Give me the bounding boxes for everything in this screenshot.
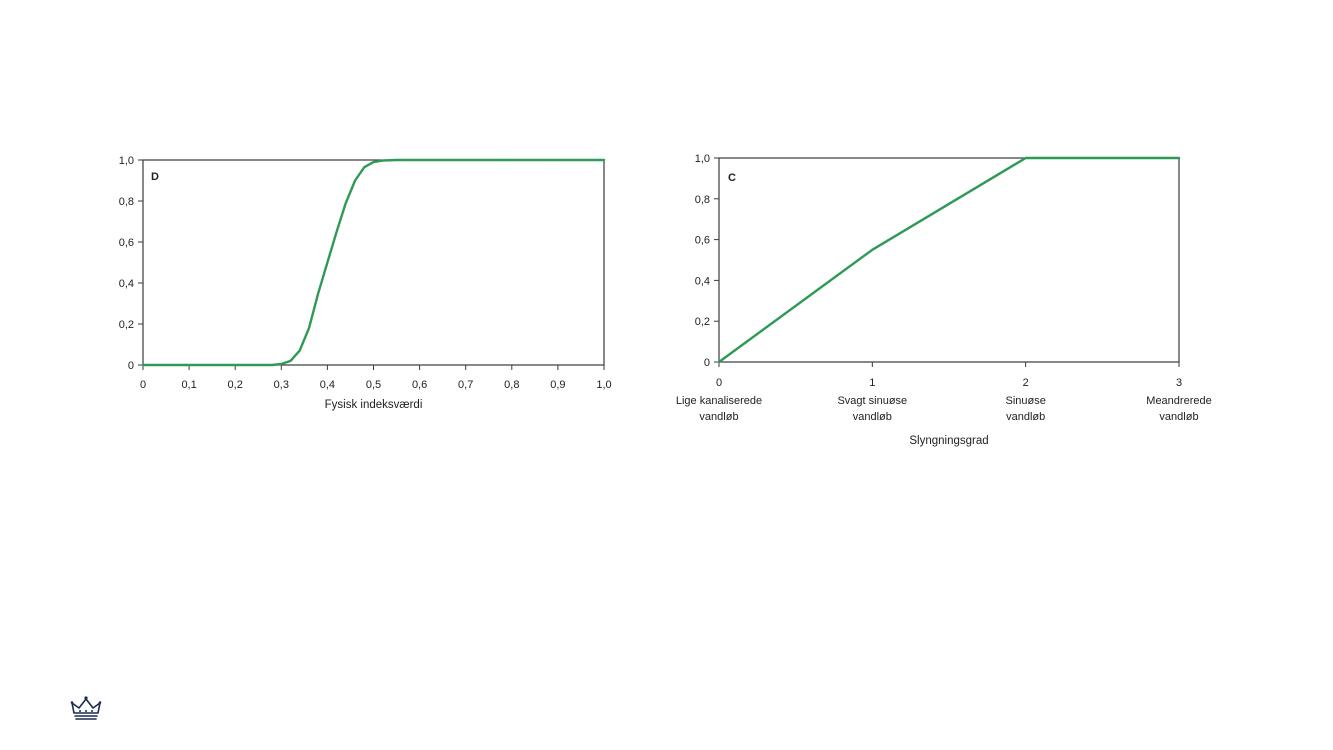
x-tick-label: 0,5 [366, 379, 381, 391]
data-point [557, 159, 559, 161]
data-point [280, 363, 283, 365]
data-point [1024, 157, 1027, 159]
data-point [1178, 157, 1180, 159]
x-tick-label: 0,2 [228, 379, 243, 391]
x-category-label: Sinuøse [1005, 395, 1045, 407]
y-tick-label: 0 [704, 357, 710, 369]
x-category-label: Lige kanaliserede [676, 395, 762, 407]
data-point [289, 360, 292, 362]
x-tick-label: 1,0 [596, 379, 611, 391]
panel-label: C [728, 172, 736, 184]
x-axis-title: Slyngningsgrad [909, 435, 988, 447]
x-axis-title: Fysisk indeksværdi [325, 399, 423, 411]
panel-label: D [151, 171, 159, 183]
data-point [418, 159, 421, 161]
y-tick-label: 1,0 [695, 153, 710, 165]
y-tick-label: 0 [128, 360, 134, 372]
data-point [345, 202, 347, 204]
y-tick-label: 0,8 [695, 194, 710, 206]
chart-panel-c: 0 0,2 0,4 0,6 0,8 1,0 0 1 2 3 Lige kanaliserede van… [676, 153, 1212, 447]
x-tick-label: 0,7 [458, 379, 473, 391]
x-tick-label: 0,8 [504, 379, 519, 391]
data-point [188, 364, 190, 366]
data-point [718, 361, 720, 363]
data-point [326, 261, 329, 264]
y-tick-label: 1,0 [119, 155, 134, 167]
x-category-label: vandløb [1006, 411, 1045, 423]
data-point [871, 249, 874, 251]
series-line [141, 158, 606, 367]
data-point [354, 179, 356, 182]
data-point [335, 230, 338, 233]
data-point [395, 159, 398, 161]
x-tick-label: 1 [869, 377, 875, 389]
data-point [603, 159, 605, 161]
data-point [363, 166, 366, 168]
x-tick-label: 0 [716, 377, 722, 389]
data-point [317, 292, 319, 295]
plot-area-frame [142, 159, 605, 366]
series-line [717, 156, 1181, 364]
data-point [381, 159, 384, 162]
x-category-label: vandløb [1159, 411, 1198, 423]
data-point [372, 161, 375, 163]
x-category-label: vandløb [853, 411, 892, 423]
data-point [464, 159, 467, 161]
y-tick-label: 0,4 [119, 278, 134, 290]
y-tick-label: 0,4 [695, 275, 710, 287]
y-tick-label: 0,8 [119, 196, 134, 208]
x-category-label: vandløb [699, 411, 738, 423]
x-tick-label: 0,9 [550, 379, 565, 391]
data-point [142, 364, 144, 366]
plot-area-frame [718, 157, 1180, 363]
x-category-label: Svagt sinuøse [837, 395, 907, 407]
y-tick-label: 0,2 [119, 319, 134, 331]
x-tick-label: 3 [1176, 377, 1182, 389]
x-tick-label: 0,6 [412, 379, 427, 391]
x-category-label: Meandrerede [1146, 395, 1211, 407]
data-point [271, 364, 273, 366]
x-tick-label: 0,4 [320, 379, 335, 391]
x-tick-label: 0 [140, 379, 146, 391]
y-tick-label: 0,6 [695, 235, 710, 247]
x-tick-label: 0,1 [181, 379, 196, 391]
data-point [308, 327, 310, 329]
data-point [298, 349, 301, 352]
y-tick-label: 0,2 [695, 316, 710, 328]
x-tick-label: 0,3 [274, 379, 289, 391]
y-tick-label: 0,6 [119, 237, 134, 249]
x-tick-label: 2 [1023, 377, 1029, 389]
data-point [511, 159, 513, 161]
chart-panel-d: 0 0,2 0,4 0,6 0,8 1,0 0 0,1 0,2 0,3 0,4 0,5 0,6 0,7 0,… [119, 155, 612, 411]
crown-logo-icon [70, 696, 102, 720]
data-point [234, 364, 236, 366]
